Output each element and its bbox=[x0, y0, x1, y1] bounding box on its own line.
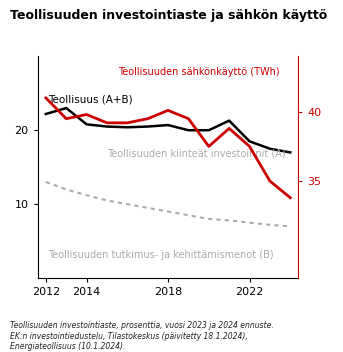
Text: Teollisuus (A+B): Teollisuus (A+B) bbox=[48, 94, 132, 104]
Text: Teollisuuden investointiaste, prosenttia, vuosi 2023 ja 2024 ennuste.
EK:n inves: Teollisuuden investointiaste, prosenttia… bbox=[10, 321, 274, 351]
Text: Teollisuuden sähkönkäyttö (TWh): Teollisuuden sähkönkäyttö (TWh) bbox=[118, 68, 280, 77]
Text: Teollisuuden kiinteät investoinnit (A): Teollisuuden kiinteät investoinnit (A) bbox=[107, 148, 286, 158]
Text: Teollisuuden tutkimus- ja kehittämismenot (B): Teollisuuden tutkimus- ja kehittämismeno… bbox=[48, 250, 273, 260]
Text: Teollisuuden investointiaste ja sähkön käyttö: Teollisuuden investointiaste ja sähkön k… bbox=[10, 9, 328, 22]
